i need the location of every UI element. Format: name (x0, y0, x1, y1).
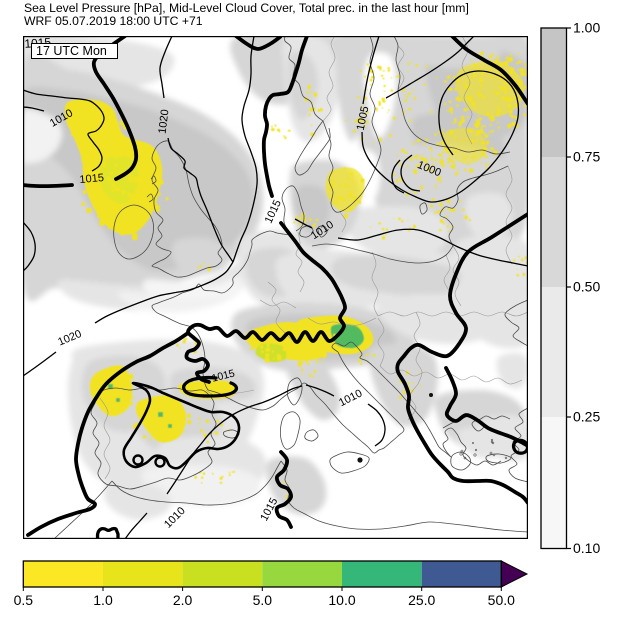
svg-text:10.0: 10.0 (328, 592, 355, 608)
svg-text:1015: 1015 (210, 367, 236, 384)
svg-text:1020: 1020 (157, 109, 172, 135)
svg-text:0.5: 0.5 (14, 592, 34, 608)
svg-text:0.25: 0.25 (573, 409, 600, 425)
svg-text:1015: 1015 (79, 172, 104, 186)
svg-text:0.75: 0.75 (573, 149, 600, 165)
svg-text:1.00: 1.00 (573, 20, 600, 36)
svg-text:1.0: 1.0 (93, 592, 113, 608)
svg-text:0.10: 0.10 (573, 540, 600, 556)
svg-text:1005: 1005 (355, 105, 372, 131)
svg-text:50.0: 50.0 (488, 592, 515, 608)
svg-text:25.0: 25.0 (408, 592, 435, 608)
svg-text:2.0: 2.0 (173, 592, 193, 608)
svg-text:5.0: 5.0 (253, 592, 273, 608)
svg-text:0.50: 0.50 (573, 279, 600, 295)
